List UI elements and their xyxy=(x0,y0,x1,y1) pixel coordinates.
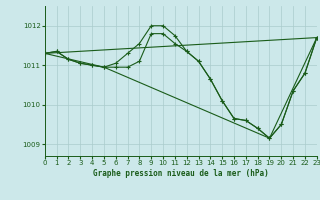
X-axis label: Graphe pression niveau de la mer (hPa): Graphe pression niveau de la mer (hPa) xyxy=(93,169,269,178)
